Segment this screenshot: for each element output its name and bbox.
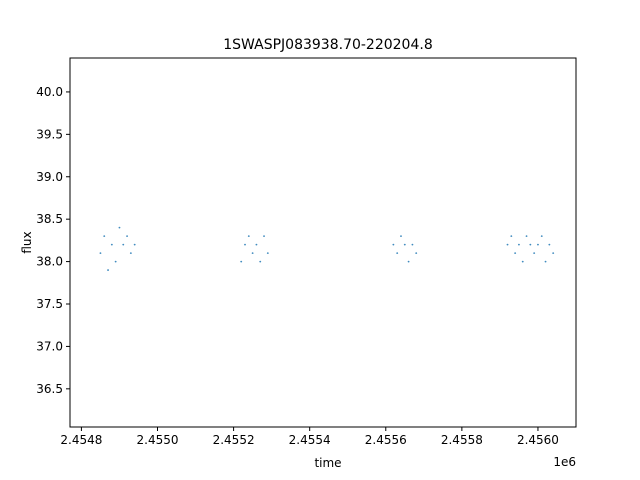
chart-title: 1SWASPJ083938.70-220204.8 [223, 37, 432, 53]
y-axis-label: flux [20, 231, 34, 253]
data-point [103, 235, 106, 238]
y-axis: 36.5 37.0 37.5 38.0 38.5 39.0 39.5 40.0 [36, 85, 70, 396]
data-point [110, 243, 113, 246]
data-point [99, 252, 102, 255]
data-point [525, 235, 528, 238]
data-point [126, 235, 128, 238]
data-point [266, 252, 269, 255]
data-point [400, 235, 402, 238]
data-points [99, 226, 555, 271]
data-point [411, 243, 414, 246]
x-tick-label: 2.4548 [60, 433, 102, 447]
data-point [263, 235, 265, 238]
data-point [407, 260, 410, 263]
x-axis-offset-label: 1e6 [553, 455, 576, 469]
data-point [114, 260, 117, 263]
y-tick-label: 39.0 [36, 170, 63, 184]
data-point [415, 252, 418, 255]
x-tick-label: 2.4556 [365, 433, 407, 447]
y-tick-label: 38.0 [36, 255, 63, 269]
data-point [514, 252, 517, 255]
y-tick-label: 36.5 [36, 382, 63, 396]
y-tick-label: 37.5 [36, 297, 63, 311]
x-tick-label: 2.4560 [517, 433, 559, 447]
data-point [247, 235, 250, 238]
y-tick-label: 39.5 [36, 127, 63, 141]
data-point [544, 260, 547, 263]
data-point [129, 252, 132, 255]
data-point [506, 243, 509, 246]
x-tick-label: 2.4554 [289, 433, 331, 447]
data-point [255, 243, 258, 246]
data-point [122, 243, 125, 246]
plot-area-frame [69, 57, 577, 428]
data-point [403, 243, 406, 246]
y-tick-label: 40.0 [36, 85, 63, 99]
data-point [510, 235, 513, 238]
data-point [548, 243, 551, 246]
data-point [244, 243, 246, 246]
x-axis-label: time [314, 456, 341, 470]
data-point [533, 252, 536, 255]
data-point [540, 235, 543, 238]
y-tick-label: 38.5 [36, 212, 63, 226]
data-point [529, 243, 532, 246]
data-point [251, 252, 254, 255]
x-tick-label: 2.4558 [441, 433, 483, 447]
data-point [259, 260, 262, 263]
data-point [107, 269, 109, 271]
data-point [552, 252, 555, 255]
x-tick-label: 2.4550 [137, 433, 179, 447]
data-point [392, 243, 395, 246]
data-point [133, 243, 136, 246]
data-point [518, 243, 520, 246]
data-point [118, 226, 121, 229]
data-point [240, 260, 243, 263]
data-point [537, 243, 539, 246]
x-axis: 2.4548 2.4550 2.4552 2.4554 2.4556 2.4558 2.45… [60, 427, 559, 447]
data-point [521, 260, 524, 263]
data-point [396, 252, 399, 255]
y-tick-label: 37.0 [36, 339, 63, 353]
x-tick-label: 2.4552 [213, 433, 255, 447]
